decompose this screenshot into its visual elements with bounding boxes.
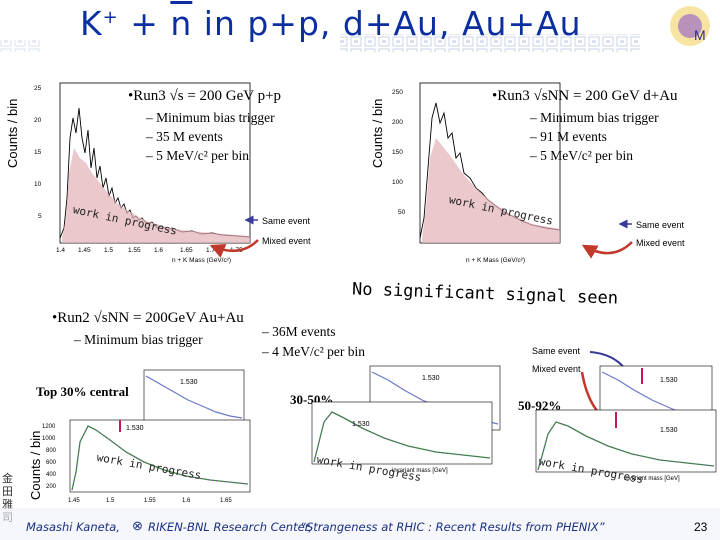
pp-x-axis-label: n + K Mass (GeV/c²): [172, 257, 231, 264]
auau1-y-ticks: 1200 1000 800 600 400 200: [42, 424, 57, 490]
auau2-marker: 1.530: [352, 421, 370, 428]
dau-mixed-arrow: [581, 241, 633, 259]
auau2-inset-marker: 1.530: [422, 375, 440, 382]
auau2-x-axis-label: invariant mass [GeV]: [392, 468, 448, 474]
auau-bullet-bin: – 4 MeV/c² per bin: [262, 344, 366, 359]
auau1-x-tick: 1.65: [220, 498, 232, 504]
dau-bullet-events: – 91 M events: [530, 129, 607, 144]
riken-icon: ⊗: [132, 518, 143, 533]
dau-bullet-bin: – 5 MeV/c² per bin: [530, 148, 634, 163]
auau1-y-tick: 200: [46, 484, 57, 490]
pp-x-tick: 1.55: [128, 247, 141, 254]
pp-bullet-trigger: – Minimum bias trigger: [146, 110, 275, 125]
auau1-x-tick: 1.5: [106, 498, 115, 504]
title-rest: in p+p, d+Au, Au+Au: [192, 4, 582, 43]
dau-histogram: 250 200 150 100 50 n + K Mass (GeV/c²): [392, 82, 561, 264]
phenix-logo: M: [670, 6, 710, 46]
title-plus: +: [118, 4, 171, 43]
auau1-inset-marker: 1.530: [180, 379, 198, 386]
auau1-y-tick: 600: [46, 460, 57, 466]
dau-run-label: •Run3 √sNN = 200 GeV d+Au: [492, 88, 678, 104]
pp-mixed-arrow: [209, 239, 259, 258]
auau1-y-tick: 1200: [42, 424, 56, 430]
auau1-x-tick: 1.6: [182, 498, 191, 504]
pp-y-tick: 10: [34, 181, 42, 188]
auau1-y-tick: 1000: [42, 436, 56, 442]
auau-bullet-trigger: – Minimum bias trigger: [74, 332, 203, 347]
pp-x-tick: 1.5: [104, 247, 113, 254]
pp-y-tick: 20: [34, 117, 42, 124]
dau-bullet-trigger: – Minimum bias trigger: [530, 110, 659, 125]
dau-y-tick: 100: [392, 179, 403, 186]
pp-y-tick: 5: [38, 213, 42, 220]
pp-y-tick: 25: [34, 85, 42, 92]
auau-peripheral-plot: 1.530 1.530 invariant mass [GeV]: [535, 365, 717, 482]
dau-y-tick: 50: [398, 209, 406, 216]
pp-x-tick: 1.65: [180, 247, 193, 254]
centrality-50-92: 50-92%: [518, 398, 562, 413]
dau-x-axis-label: n + K Mass (GeV/c²): [466, 257, 525, 264]
dau-y-tick: 250: [392, 89, 403, 96]
title-nbar: n: [170, 4, 193, 43]
auau-central-plot: 1.530 1.530 1200 1000 800 600 400 200 1.…: [42, 369, 251, 504]
title-k: K: [80, 4, 103, 43]
dau-y-tick: 150: [392, 149, 403, 156]
auau-midcentral-plot: 1.530 1.530 invariant mass [GeV]: [311, 365, 501, 474]
pp-y-ticks: 25 20 15 10 5: [34, 85, 42, 220]
pp-histogram: 25 20 15 10 5 1.4 1.45 1.5 1.55 1.6 1.65…: [34, 82, 251, 264]
auau1-marker: 1.530: [126, 425, 144, 432]
title-plus-sup: +: [102, 7, 119, 28]
pp-x-tick: 1.45: [78, 247, 91, 254]
auau1-y-tick: 400: [46, 472, 57, 478]
footer-talk-title: “Strangeness at RHIC : Recent Results fr…: [300, 520, 605, 534]
dau-y-ticks: 250 200 150 100 50: [392, 89, 406, 216]
pp-x-tick: 1.4: [56, 247, 65, 254]
footer-band: [0, 508, 720, 540]
dau-same-event-label: Same event: [636, 220, 685, 230]
auau-same-event-label: Same event: [532, 346, 581, 356]
header-pattern: [0, 34, 640, 52]
centrality-top30: Top 30% central: [36, 384, 129, 399]
auau1-x-tick: 1.45: [68, 498, 80, 504]
pp-mixed-event-label: Mixed event: [262, 236, 311, 246]
page-number: 23: [694, 520, 708, 534]
slide-title: K+ + n in p+p, d+Au, Au+Au: [80, 4, 582, 43]
pp-x-tick: 1.6: [154, 247, 163, 254]
auau1-x-ticks: 1.45 1.5 1.55 1.6 1.65: [68, 498, 232, 504]
dau-mixed-event-label: Mixed event: [636, 238, 685, 248]
auau-run-label: •Run2 √sNN = 200GeV Au+Au: [52, 310, 244, 326]
dau-bullets: – Minimum bias trigger – 91 M events – 5…: [530, 108, 659, 165]
auau3-inset-marker: 1.530: [660, 377, 678, 384]
auau1-y-tick: 800: [46, 448, 57, 454]
auau-bullet-events: – 36M events: [262, 324, 336, 339]
pp-y-tick: 15: [34, 149, 42, 156]
pp-bullet-events: – 35 M events: [146, 129, 223, 144]
pp-bullets: – Minimum bias trigger – 35 M events – 5…: [146, 108, 275, 165]
svg-text:M: M: [694, 27, 706, 43]
pp-bullet-bin: – 5 MeV/c² per bin: [146, 148, 250, 163]
pp-run-label: •Run3 √s = 200 GeV p+p: [128, 88, 282, 104]
auau3-marker: 1.530: [660, 427, 678, 434]
auau-mixed-event-label: Mixed event: [532, 364, 581, 374]
auau1-x-tick: 1.55: [144, 498, 156, 504]
dau-y-tick: 200: [392, 119, 403, 126]
auau3-x-axis-label: invariant mass [GeV]: [624, 476, 680, 482]
footer-author: Masashi Kaneta,: [26, 520, 120, 534]
footer-affiliation: RIKEN-BNL Research Center,: [148, 520, 312, 534]
pp-same-event-label: Same event: [262, 216, 311, 226]
